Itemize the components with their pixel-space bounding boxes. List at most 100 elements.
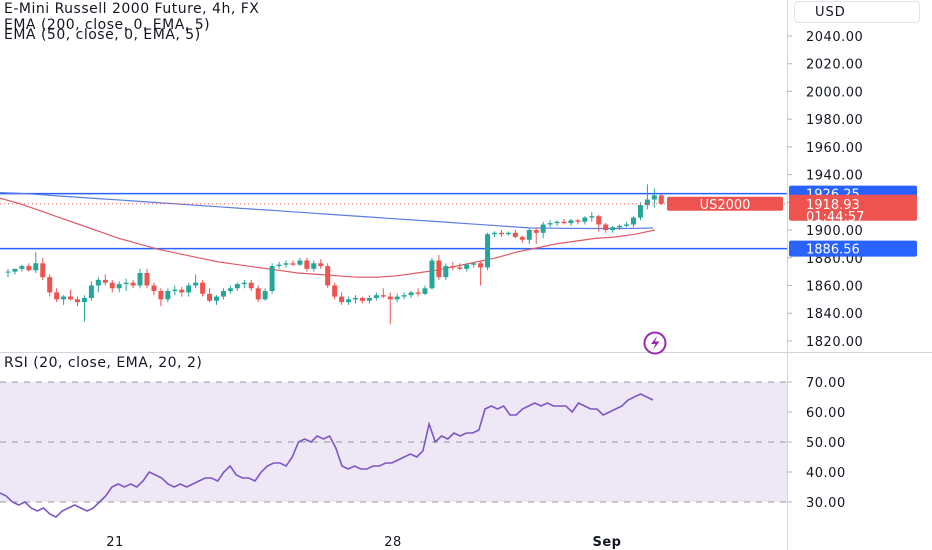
candle[interactable]: [519, 235, 525, 243]
candle[interactable]: [109, 279, 115, 293]
candle[interactable]: [547, 220, 553, 228]
candle[interactable]: [227, 285, 233, 294]
candle[interactable]: [158, 288, 164, 307]
candle[interactable]: [179, 286, 185, 297]
candles[interactable]: [5, 184, 664, 325]
candle[interactable]: [123, 278, 129, 292]
rsi-line[interactable]: [0, 393, 654, 518]
candle[interactable]: [220, 288, 226, 300]
candle[interactable]: [429, 257, 435, 290]
candle[interactable]: [617, 224, 623, 231]
lightning-icon[interactable]: [643, 331, 667, 355]
candle[interactable]: [457, 263, 463, 271]
candle[interactable]: [415, 288, 421, 297]
candle[interactable]: [533, 227, 539, 244]
candle[interactable]: [512, 230, 518, 239]
candle[interactable]: [380, 288, 386, 298]
candle[interactable]: [102, 274, 108, 286]
candle[interactable]: [311, 260, 317, 272]
candle[interactable]: [151, 282, 157, 296]
candle[interactable]: [5, 268, 11, 278]
candle[interactable]: [589, 212, 595, 222]
candle[interactable]: [137, 268, 143, 289]
candle[interactable]: [568, 218, 574, 226]
rsi-legend[interactable]: RSI (20, close, EMA, 20, 2): [4, 355, 203, 371]
candle[interactable]: [269, 263, 275, 294]
candle[interactable]: [297, 257, 303, 267]
candle[interactable]: [95, 277, 101, 293]
candle[interactable]: [47, 274, 53, 297]
candle[interactable]: [68, 289, 74, 301]
candle[interactable]: [596, 214, 602, 232]
candle[interactable]: [492, 231, 497, 237]
candle[interactable]: [262, 288, 268, 301]
candle[interactable]: [116, 281, 122, 293]
candle[interactable]: [436, 254, 442, 280]
candle[interactable]: [637, 202, 643, 221]
candle[interactable]: [75, 296, 80, 307]
candle[interactable]: [339, 292, 345, 305]
candle[interactable]: [359, 296, 365, 304]
candle[interactable]: [325, 263, 331, 289]
candle[interactable]: [172, 285, 178, 296]
candle[interactable]: [575, 218, 581, 225]
candle[interactable]: [186, 282, 192, 297]
candle[interactable]: [658, 194, 664, 206]
candle[interactable]: [644, 184, 650, 210]
candle[interactable]: [387, 292, 393, 325]
candle[interactable]: [631, 216, 636, 228]
candle[interactable]: [54, 288, 60, 303]
candle[interactable]: [234, 282, 240, 292]
candle[interactable]: [304, 257, 310, 272]
candle[interactable]: [207, 288, 213, 303]
candle[interactable]: [582, 216, 588, 225]
candle[interactable]: [144, 268, 150, 289]
candle[interactable]: [624, 221, 630, 228]
candle[interactable]: [443, 263, 449, 280]
ema50-legend[interactable]: EMA (50, close, 0, EMA, 5): [4, 27, 201, 43]
candle[interactable]: [526, 228, 532, 244]
candle[interactable]: [248, 279, 254, 292]
candle[interactable]: [478, 260, 484, 286]
currency-button[interactable]: USD: [794, 1, 920, 23]
candle[interactable]: [540, 221, 546, 239]
candle[interactable]: [193, 274, 199, 289]
candle[interactable]: [332, 282, 338, 300]
ema200-legend[interactable]: EMA (200, close, 0, EMA, 5): [4, 17, 211, 33]
candle[interactable]: [408, 291, 414, 298]
candle[interactable]: [241, 279, 247, 289]
candle[interactable]: [353, 295, 358, 304]
candle[interactable]: [255, 285, 261, 303]
horizontal-levels[interactable]: [0, 192, 787, 250]
candle[interactable]: [394, 293, 400, 303]
candle[interactable]: [366, 295, 372, 304]
candle[interactable]: [81, 295, 87, 322]
candle[interactable]: [464, 263, 470, 272]
candle[interactable]: [610, 225, 616, 233]
candle[interactable]: [26, 263, 32, 272]
candle[interactable]: [505, 231, 511, 236]
candle[interactable]: [373, 292, 379, 301]
candle[interactable]: [88, 281, 94, 301]
candle[interactable]: [485, 232, 491, 271]
candle[interactable]: [471, 261, 477, 268]
candle[interactable]: [450, 261, 456, 271]
candle[interactable]: [318, 259, 324, 269]
candle[interactable]: [346, 296, 352, 305]
candle[interactable]: [214, 295, 219, 305]
candle[interactable]: [283, 260, 289, 268]
candle[interactable]: [603, 223, 609, 233]
candle[interactable]: [61, 295, 67, 305]
candle[interactable]: [401, 292, 407, 300]
candle[interactable]: [12, 268, 18, 275]
rsi-polyline[interactable]: [0, 393, 654, 518]
candle[interactable]: [130, 279, 136, 289]
candle[interactable]: [554, 220, 560, 226]
candle[interactable]: [276, 261, 282, 269]
candle[interactable]: [498, 230, 504, 237]
candle[interactable]: [33, 252, 39, 274]
candle[interactable]: [165, 288, 171, 303]
candle[interactable]: [19, 264, 25, 272]
candle[interactable]: [651, 188, 657, 208]
